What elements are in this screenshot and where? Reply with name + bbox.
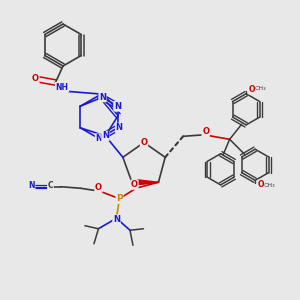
Text: O: O xyxy=(202,127,209,136)
Text: O: O xyxy=(131,180,138,189)
Text: N: N xyxy=(102,131,109,140)
Text: O: O xyxy=(257,180,264,189)
Text: N: N xyxy=(114,102,121,111)
Text: N: N xyxy=(95,134,103,143)
Text: N: N xyxy=(114,102,121,111)
Text: N: N xyxy=(99,93,106,102)
Text: O: O xyxy=(32,74,39,82)
Text: P: P xyxy=(116,194,123,203)
Text: NH: NH xyxy=(56,82,69,91)
Text: N: N xyxy=(116,123,123,132)
Polygon shape xyxy=(137,180,158,184)
Text: O: O xyxy=(248,85,255,94)
Text: N: N xyxy=(28,181,35,190)
Text: CH₃: CH₃ xyxy=(255,86,266,91)
Text: N: N xyxy=(113,215,120,224)
Text: O: O xyxy=(140,138,148,147)
Text: CH₃: CH₃ xyxy=(264,183,275,188)
Text: C: C xyxy=(48,181,53,190)
Text: O: O xyxy=(95,183,102,192)
